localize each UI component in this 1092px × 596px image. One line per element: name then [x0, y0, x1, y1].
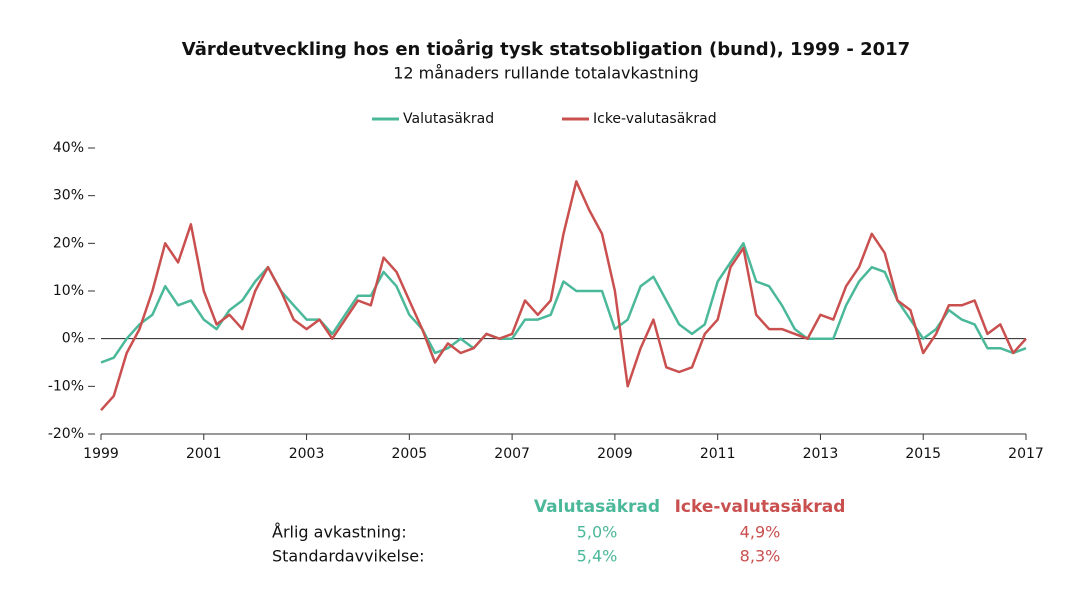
summary-header: Icke-valutasäkrad	[675, 497, 846, 517]
x-tick-label: 2003	[289, 446, 325, 462]
summary-cell: 5,0%	[577, 523, 618, 542]
x-tick-label: 2015	[905, 446, 941, 462]
y-tick-label: 40%	[53, 140, 84, 156]
series-line	[100, 242, 1027, 364]
x-tick-label: 2017	[1008, 446, 1044, 462]
summary-cell: 5,4%	[577, 547, 618, 566]
chart-subtitle: 12 månaders rullande totalavkastning	[393, 64, 699, 83]
legend-label: Valutasäkrad	[403, 111, 494, 127]
y-tick-label: 20%	[53, 235, 84, 251]
legend-label: Icke-valutasäkrad	[593, 111, 717, 127]
x-tick-label: 1999	[83, 446, 119, 462]
x-tick-label: 2011	[700, 446, 736, 462]
summary-label: Standardavvikelse:	[272, 547, 425, 566]
x-tick-label: 2013	[803, 446, 839, 462]
x-tick-label: 2009	[597, 446, 633, 462]
chart-title: Värdeutveckling hos en tioårig tysk stat…	[182, 38, 910, 60]
summary-cell: 4,9%	[740, 523, 781, 542]
summary-header: Valutasäkrad	[534, 497, 660, 517]
y-tick-label: 30%	[53, 188, 84, 204]
y-tick-label: 10%	[53, 283, 84, 299]
x-tick-label: 2001	[186, 446, 222, 462]
x-tick-label: 2007	[494, 446, 530, 462]
y-tick-label: 0%	[62, 331, 84, 347]
series-line	[100, 180, 1027, 412]
x-tick-label: 2005	[392, 446, 428, 462]
summary-cell: 8,3%	[740, 547, 781, 566]
y-tick-label: -10%	[48, 378, 84, 394]
summary-label: Årlig avkastning:	[272, 523, 407, 542]
y-tick-label: -20%	[48, 426, 84, 442]
